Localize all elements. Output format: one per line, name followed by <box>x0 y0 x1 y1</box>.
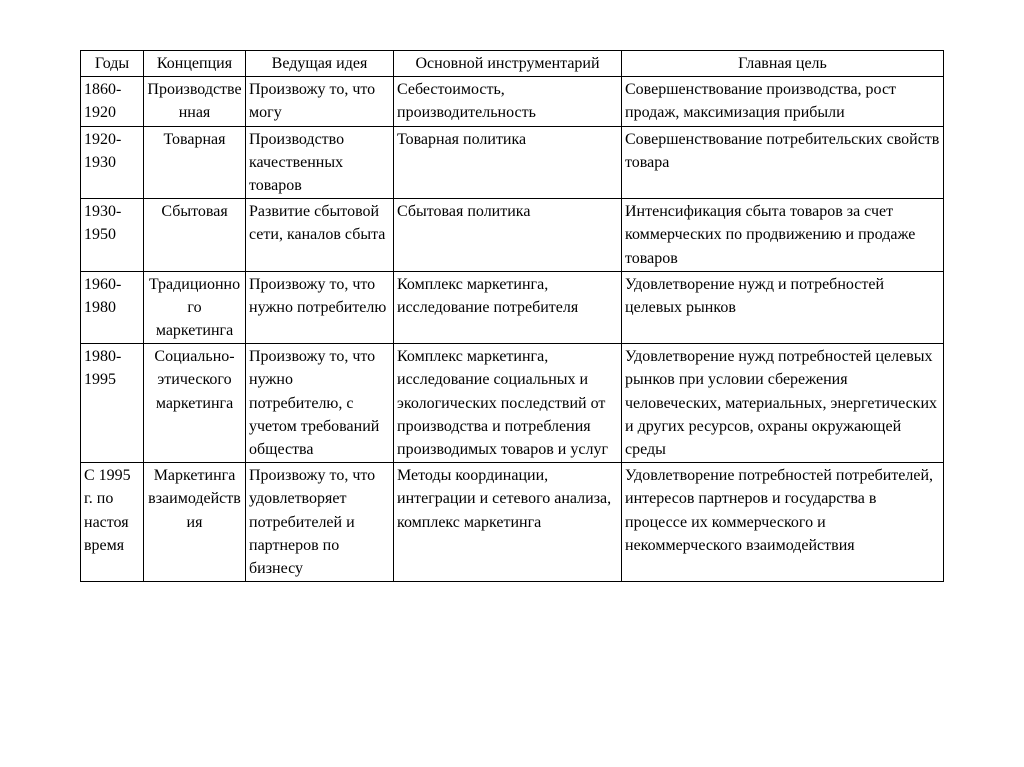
col-header-idea: Ведущая идея <box>246 51 394 77</box>
table-body: 1860-1920 Производственная Произвожу то,… <box>81 77 944 582</box>
cell-concept: Маркетинга взаимодействия <box>144 463 246 582</box>
cell-tools: Комплекс маркетинга, исследование социал… <box>394 344 622 463</box>
table-row: 1930-1950 Сбытовая Развитие сбытовой сет… <box>81 199 944 272</box>
cell-tools: Комплекс маркетинга, исследование потреб… <box>394 271 622 344</box>
table-row: 1860-1920 Производственная Произвожу то,… <box>81 77 944 126</box>
cell-idea: Производство качественных товаров <box>246 126 394 199</box>
cell-years: 1860-1920 <box>81 77 144 126</box>
table-header-row: Годы Концепция Ведущая идея Основной инс… <box>81 51 944 77</box>
cell-goal: Удовлетворение потребностей потребителей… <box>622 463 944 582</box>
table-row: 1980-1995 Социально-этического маркетинг… <box>81 344 944 463</box>
col-header-goal: Главная цель <box>622 51 944 77</box>
cell-years: 1980-1995 <box>81 344 144 463</box>
cell-idea: Произвожу то, что могу <box>246 77 394 126</box>
cell-goal: Совершенствование производства, рост про… <box>622 77 944 126</box>
cell-idea: Произвожу то, что нужно потребителю, с у… <box>246 344 394 463</box>
cell-goal: Совершенствование потребительских свойст… <box>622 126 944 199</box>
cell-tools: Себестоимость, производительность <box>394 77 622 126</box>
table-row: 1960-1980 Традиционного маркетинга Произ… <box>81 271 944 344</box>
cell-concept: Традиционного маркетинга <box>144 271 246 344</box>
cell-years: 1960-1980 <box>81 271 144 344</box>
cell-concept: Социально-этического маркетинга <box>144 344 246 463</box>
cell-concept: Товарная <box>144 126 246 199</box>
concepts-table: Годы Концепция Ведущая идея Основной инс… <box>80 50 944 582</box>
cell-concept: Сбытовая <box>144 199 246 272</box>
table-row: С 1995 г. по настоя время Маркетинга вза… <box>81 463 944 582</box>
table-row: 1920-1930 Товарная Производство качестве… <box>81 126 944 199</box>
col-header-concept: Концепция <box>144 51 246 77</box>
col-header-years: Годы <box>81 51 144 77</box>
cell-years: 1920-1930 <box>81 126 144 199</box>
cell-years: С 1995 г. по настоя время <box>81 463 144 582</box>
cell-goal: Интенсификация сбыта товаров за счет ком… <box>622 199 944 272</box>
cell-concept: Производственная <box>144 77 246 126</box>
cell-tools: Сбытовая политика <box>394 199 622 272</box>
col-header-tools: Основной инструментарий <box>394 51 622 77</box>
cell-goal: Удовлетворение нужд и потребностей целев… <box>622 271 944 344</box>
cell-years: 1930-1950 <box>81 199 144 272</box>
page: Годы Концепция Ведущая идея Основной инс… <box>0 0 1024 622</box>
cell-tools: Товарная политика <box>394 126 622 199</box>
cell-idea: Развитие сбытовой сети, каналов сбыта <box>246 199 394 272</box>
cell-goal: Удовлетворение нужд потребностей целевых… <box>622 344 944 463</box>
cell-idea: Произвожу то, что нужно потребителю <box>246 271 394 344</box>
cell-idea: Произвожу то, что удовлетворяет потребит… <box>246 463 394 582</box>
cell-tools: Методы координации, интеграции и сетевог… <box>394 463 622 582</box>
